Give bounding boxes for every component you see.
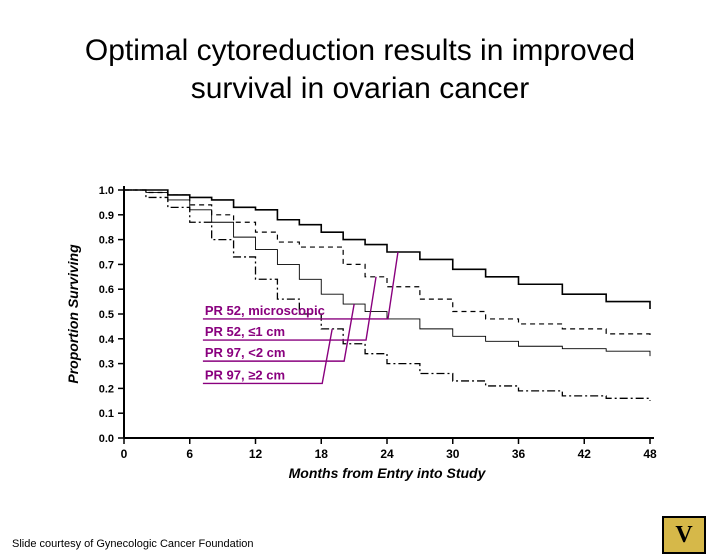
x-tick-label: 36 <box>512 447 526 461</box>
survival-chart: 0.0 0.1 0.2 0.3 0.4 0.5 0.6 0.7 0.8 0.9 1.0 0 6 12 18 2… <box>60 180 660 500</box>
y-tick-label: 0.2 <box>99 383 114 395</box>
logo-letter: V <box>675 523 692 547</box>
callout-label-pr52-microscopic: PR 52, microscopic <box>205 303 325 318</box>
x-axis-label: Months from Entry into Study <box>289 465 487 481</box>
slide-title: Optimal cytoreduction results in improve… <box>0 20 720 107</box>
x-tick-label: 48 <box>643 447 657 461</box>
x-tick-label: 42 <box>578 447 592 461</box>
vanderbilt-logo: V <box>662 516 706 554</box>
y-tick-label: 0.6 <box>99 284 114 296</box>
x-tick-label: 6 <box>186 447 193 461</box>
y-tick-label: 1.0 <box>99 185 114 197</box>
y-tick-label: 0.0 <box>99 433 114 445</box>
x-tick-label: 30 <box>446 447 460 461</box>
y-tick-label: 0.4 <box>99 334 115 346</box>
y-tick-label: 0.1 <box>99 408 114 420</box>
x-tick-label: 18 <box>315 447 329 461</box>
y-axis-label: Proportion Surviving <box>65 244 81 384</box>
x-tick-label: 0 <box>121 447 128 461</box>
callout-label-pr97-lt2cm: PR 97, <2 cm <box>205 345 286 360</box>
callout-label-pr97-gte2cm: PR 97, ≥2 cm <box>205 368 285 383</box>
y-tick-label: 0.8 <box>99 235 114 247</box>
y-tick-label: 0.7 <box>99 259 114 271</box>
y-tick-label: 0.9 <box>99 210 114 222</box>
callout-label-pr52-lt1cm: PR 52, ≤1 cm <box>205 324 285 339</box>
series-pr52-microscopic <box>124 190 650 309</box>
x-tick-label: 24 <box>380 447 394 461</box>
x-tick-label: 12 <box>249 447 263 461</box>
y-tick-label: 0.5 <box>99 309 114 321</box>
series-pr97-gte2cm <box>124 190 650 401</box>
series-pr97-lt2cm <box>124 190 650 356</box>
y-tick-label: 0.3 <box>99 359 114 371</box>
